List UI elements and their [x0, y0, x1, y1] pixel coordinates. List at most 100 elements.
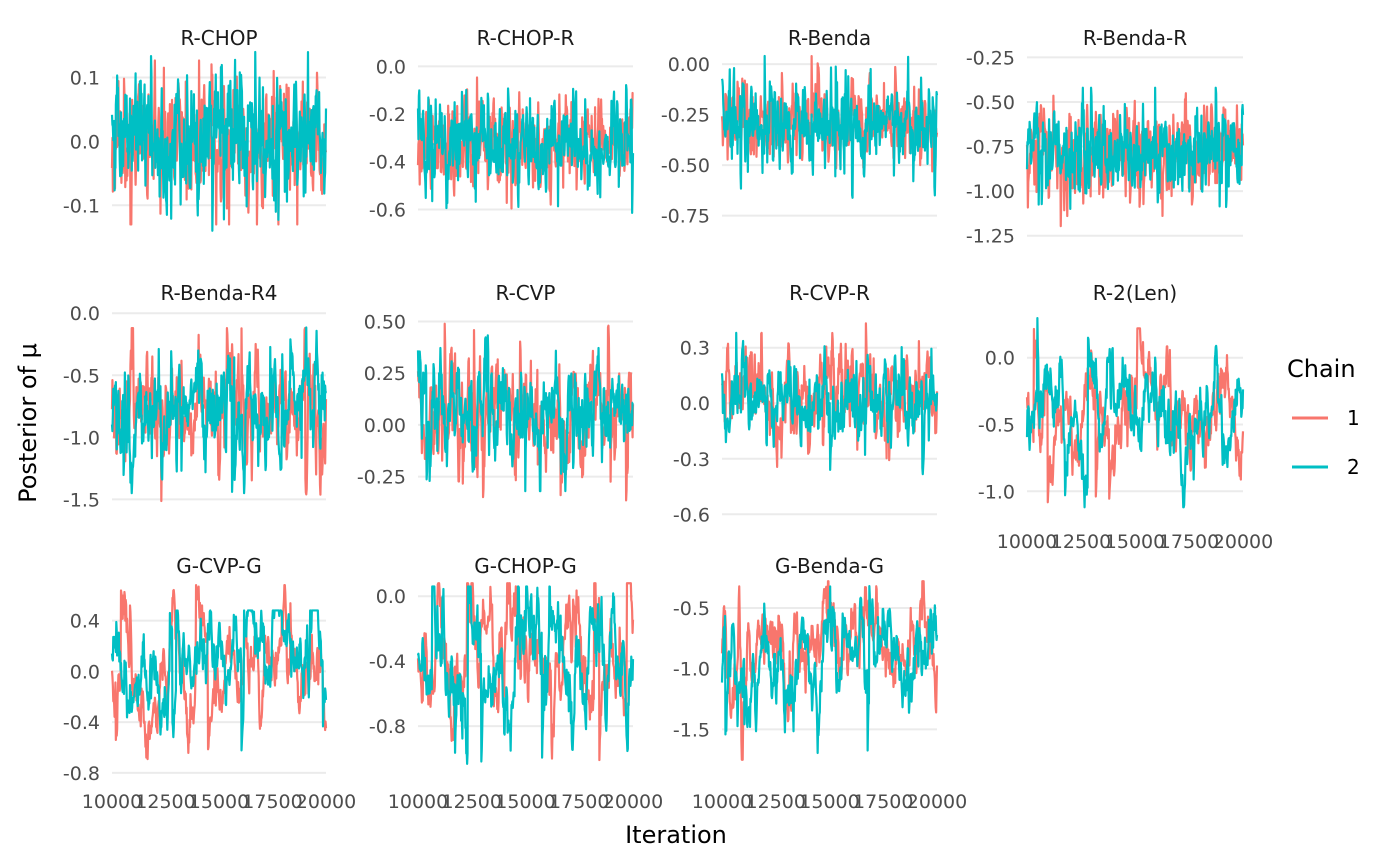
panel-g-cvp-g: G-CVP-G 0.4 0.0 -0.4 -0.8 1000012500150001750… — [63, 554, 356, 813]
chain-1-trace — [110, 583, 328, 761]
panel-title: R-CHOP — [180, 26, 257, 50]
y-tick-label: -0.25 — [661, 105, 710, 127]
panel-title: G-CVP-G — [176, 554, 261, 578]
x-tick-label: 12500 — [135, 791, 195, 813]
y-tick-label: -0.8 — [369, 716, 406, 738]
y-tick-label: 0.0 — [70, 661, 100, 683]
y-tick-label: 0.4 — [70, 611, 100, 633]
y-tick-label: -0.6 — [673, 504, 710, 526]
y-tick-label: 0.0 — [680, 393, 710, 415]
y-tick-label: 0.25 — [364, 363, 406, 385]
panel-title: R-CHOP-R — [477, 26, 575, 50]
y-tick-label: -1.5 — [673, 719, 710, 741]
x-tick-label: 15000 — [189, 791, 249, 813]
x-tick-label: 17500 — [242, 791, 302, 813]
panel-r-benda-r: R-Benda-R -0.25 -0.50 -0.75 -1.00 -1.25 — [966, 26, 1245, 248]
x-tick-label: 10000 — [692, 791, 752, 813]
y-tick-label: -0.3 — [673, 449, 710, 471]
y-tick-label: 0.1 — [70, 68, 100, 90]
y-tick-label: -1.00 — [966, 181, 1015, 203]
x-tick-label: 20000 — [1213, 531, 1273, 553]
x-tick-label: 12500 — [442, 791, 502, 813]
x-tick-label: 20000 — [907, 791, 967, 813]
panel-title: R-Benda-R4 — [160, 281, 277, 305]
x-tick-label: 15000 — [799, 791, 859, 813]
y-tick-label: -1.5 — [63, 489, 100, 511]
y-tick-label: -1.0 — [63, 427, 100, 449]
legend-label-chain-1: 1 — [1347, 406, 1360, 430]
chain-2-trace — [720, 54, 939, 199]
chain-1-trace — [110, 327, 328, 503]
facet-panels: R-CHOP0.10.0-0.1R-CHOP-R0.0-0.2-0.4-0.6R… — [63, 26, 1273, 813]
panel-r-chop-r: R-CHOP-R 0.0 -0.2 -0.4 -0.6 — [369, 26, 635, 221]
chain-2-trace — [416, 585, 635, 765]
x-tick-label: 12500 — [746, 791, 806, 813]
x-tick-label: 17500 — [1159, 531, 1219, 553]
y-tick-label: -0.5 — [978, 415, 1015, 437]
chain-2-trace — [416, 334, 634, 493]
y-tick-label: -0.2 — [369, 104, 406, 126]
legend-title: Chain — [1287, 355, 1356, 383]
y-tick-label: -0.4 — [63, 712, 100, 734]
y-tick-label: -1.0 — [673, 659, 710, 681]
chain-2-trace — [110, 609, 328, 752]
panel-title: R-Benda — [788, 26, 871, 50]
panel-title: G-CHOP-G — [474, 554, 577, 578]
y-tick-label: -0.5 — [673, 598, 710, 620]
panel-title: R-CVP-R — [789, 281, 870, 305]
y-tick-label: -0.50 — [966, 92, 1015, 114]
chain-2-trace — [720, 331, 939, 476]
x-axis-title: Iteration — [625, 821, 727, 849]
y-tick-label: 0.0 — [985, 348, 1015, 370]
chain-2-trace — [720, 584, 939, 755]
legend: Chain 1 2 — [1287, 355, 1360, 479]
x-tick-label: 12500 — [1051, 531, 1111, 553]
x-tick-label: 10000 — [82, 791, 142, 813]
chain-2-trace — [1025, 86, 1245, 210]
panel-g-chop-g: G-CHOP-G 0.0 -0.4 -0.8 100001250015000175002… — [369, 554, 663, 813]
y-tick-label: -0.8 — [63, 763, 100, 785]
panel-title: R-CVP — [495, 281, 555, 305]
y-tick-label: 0.0 — [376, 586, 406, 608]
y-tick-label: 0.3 — [680, 338, 710, 360]
y-tick-label: 0.0 — [70, 131, 100, 153]
panel-r-2-len: R-2(Len) 0.0 -0.5 -1.0 100001250015000175002… — [978, 281, 1273, 553]
panel-r-benda: R-Benda 0.00 -0.25 -0.50 -0.75 — [661, 26, 939, 228]
y-tick-label: -0.4 — [369, 152, 406, 174]
x-tick-label: 10000 — [388, 791, 448, 813]
chain-2-trace — [1025, 316, 1245, 509]
y-tick-label: -0.1 — [63, 195, 100, 217]
y-tick-label: -0.25 — [966, 47, 1015, 69]
x-tick-label: 15000 — [495, 791, 555, 813]
panel-r-benda-r4: R-Benda-R4 0.0 -0.5 -1.0 -1.5 — [63, 281, 328, 511]
y-tick-label: -1.0 — [978, 481, 1015, 503]
x-tick-label: 17500 — [549, 791, 609, 813]
x-tick-label: 10000 — [997, 531, 1057, 553]
y-tick-label: -0.50 — [661, 155, 710, 177]
y-tick-label: -0.4 — [369, 651, 406, 673]
y-tick-label: 0.00 — [364, 415, 406, 437]
x-tick-label: 20000 — [296, 791, 356, 813]
y-tick-label: -0.6 — [369, 199, 406, 221]
panel-r-cvp: R-CVP 0.50 0.25 0.00 -0.25 — [357, 281, 635, 502]
legend-label-chain-2: 2 — [1347, 455, 1360, 479]
x-tick-label: 20000 — [603, 791, 663, 813]
y-tick-label: -1.25 — [966, 226, 1015, 248]
y-tick-label: 0.00 — [668, 54, 710, 76]
panel-g-benda-g: G-Benda-G -0.5 -1.0 -1.5 1000012500150001750… — [673, 554, 967, 813]
x-tick-label: 17500 — [853, 791, 913, 813]
panel-r-chop: R-CHOP 0.1 0.0 -0.1 — [63, 26, 328, 232]
panel-title: R-2(Len) — [1093, 281, 1177, 305]
y-tick-label: 0.0 — [376, 56, 406, 78]
y-axis-title: Posterior of μ — [14, 343, 42, 503]
y-tick-label: -0.25 — [357, 467, 406, 489]
chain-1-trace — [416, 76, 634, 210]
y-tick-label: -0.75 — [661, 206, 710, 228]
chain-2-trace — [110, 326, 328, 495]
x-tick-label: 15000 — [1105, 531, 1165, 553]
y-tick-label: -0.75 — [966, 137, 1015, 159]
y-tick-label: 0.0 — [70, 303, 100, 325]
y-tick-label: -0.5 — [63, 365, 100, 387]
chain-2-trace — [110, 50, 328, 232]
